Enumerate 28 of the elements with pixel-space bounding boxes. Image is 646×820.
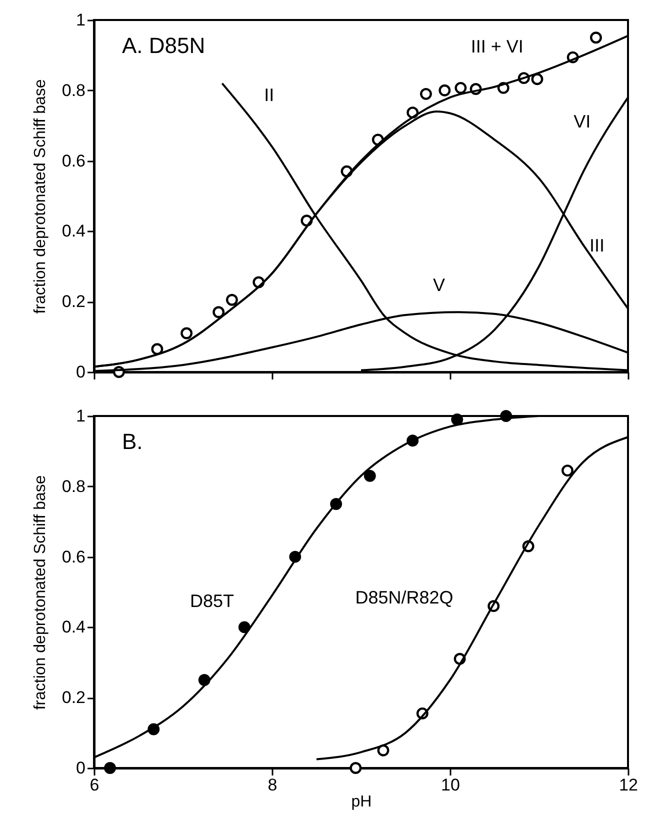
y-tick-label: 0.8 <box>62 80 86 100</box>
y-tick-label: 0.6 <box>62 151 86 170</box>
y-axis-title: fraction deprotonated Schiff base <box>32 475 49 710</box>
series-label: II <box>264 85 274 106</box>
y-tick-label: 1 <box>76 406 86 426</box>
y-tick-label: 1 <box>76 10 86 30</box>
y-tick-label: 0.2 <box>62 292 86 312</box>
y-tick-label: 0 <box>76 758 86 778</box>
series-label: D85N/R82Q <box>355 588 454 608</box>
y-axis-title: fraction deprotonated Schiff base <box>32 79 49 314</box>
series-label: III <box>590 236 605 256</box>
x-axis-title: pH <box>351 794 372 810</box>
text: A. D85N <box>122 33 206 58</box>
y-tick-label: 0.8 <box>62 476 86 496</box>
text: B. <box>122 429 143 454</box>
series-label: V <box>432 275 445 296</box>
y-tick-label: 0.4 <box>62 222 86 241</box>
x-tick-label: 8 <box>268 776 278 794</box>
series-label: D85T <box>190 590 234 611</box>
y-tick-label: 0.2 <box>62 688 86 708</box>
y-tick-label: 0.6 <box>62 547 86 566</box>
x-tick-label: 10 <box>441 776 460 794</box>
y-tick-label: 0 <box>76 362 86 382</box>
series-label: III + VI <box>470 36 524 56</box>
y-tick-label: 0.4 <box>62 618 86 637</box>
x-tick-label: 6 <box>90 776 100 794</box>
series-label: VI <box>574 111 591 132</box>
x-tick-label: 12 <box>619 776 638 794</box>
